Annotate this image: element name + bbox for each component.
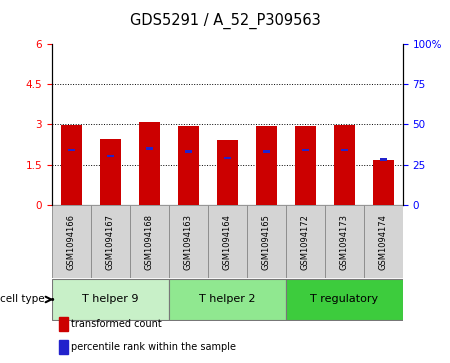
Text: cell type: cell type	[0, 294, 45, 305]
Bar	[294, 126, 316, 205]
Bar	[380, 158, 387, 161]
Bar	[146, 147, 153, 150]
Text: GSM1094165: GSM1094165	[262, 214, 271, 270]
Text: GSM1094167: GSM1094167	[106, 214, 115, 270]
Text: GDS5291 / A_52_P309563: GDS5291 / A_52_P309563	[130, 13, 320, 29]
Bar	[59, 340, 68, 354]
Bar	[286, 205, 325, 278]
Bar	[91, 205, 130, 278]
Text: GSM1094163: GSM1094163	[184, 214, 193, 270]
Bar	[373, 160, 394, 205]
Text: GSM1094166: GSM1094166	[67, 214, 76, 270]
Bar	[139, 122, 160, 205]
Bar	[52, 205, 91, 278]
Text: GSM1094173: GSM1094173	[340, 214, 349, 270]
Text: GSM1094168: GSM1094168	[145, 214, 154, 270]
Bar	[107, 155, 114, 158]
Text: percentile rank within the sample: percentile rank within the sample	[71, 342, 236, 352]
Bar	[59, 317, 68, 331]
Bar	[185, 150, 192, 152]
Text: GSM1094174: GSM1094174	[379, 214, 388, 270]
Bar	[60, 125, 82, 205]
Bar	[364, 205, 403, 278]
Bar	[286, 278, 403, 321]
Bar	[247, 205, 286, 278]
Text: GSM1094172: GSM1094172	[301, 214, 310, 270]
Bar	[263, 150, 270, 152]
Bar	[302, 148, 309, 151]
Bar	[99, 139, 121, 205]
Bar	[256, 126, 277, 205]
Bar	[130, 205, 169, 278]
Bar	[341, 148, 348, 151]
Bar	[68, 148, 75, 151]
Bar	[224, 157, 231, 159]
Text: GSM1094164: GSM1094164	[223, 214, 232, 270]
Text: T regulatory: T regulatory	[310, 294, 378, 305]
Bar	[177, 126, 199, 205]
Bar	[169, 278, 286, 321]
Bar	[325, 205, 364, 278]
Bar	[169, 205, 208, 278]
Bar	[216, 140, 238, 205]
Text: T helper 9: T helper 9	[82, 294, 139, 305]
Bar	[333, 125, 355, 205]
Text: transformed count: transformed count	[71, 319, 162, 329]
Bar	[52, 278, 169, 321]
Bar	[208, 205, 247, 278]
Text: T helper 2: T helper 2	[199, 294, 256, 305]
